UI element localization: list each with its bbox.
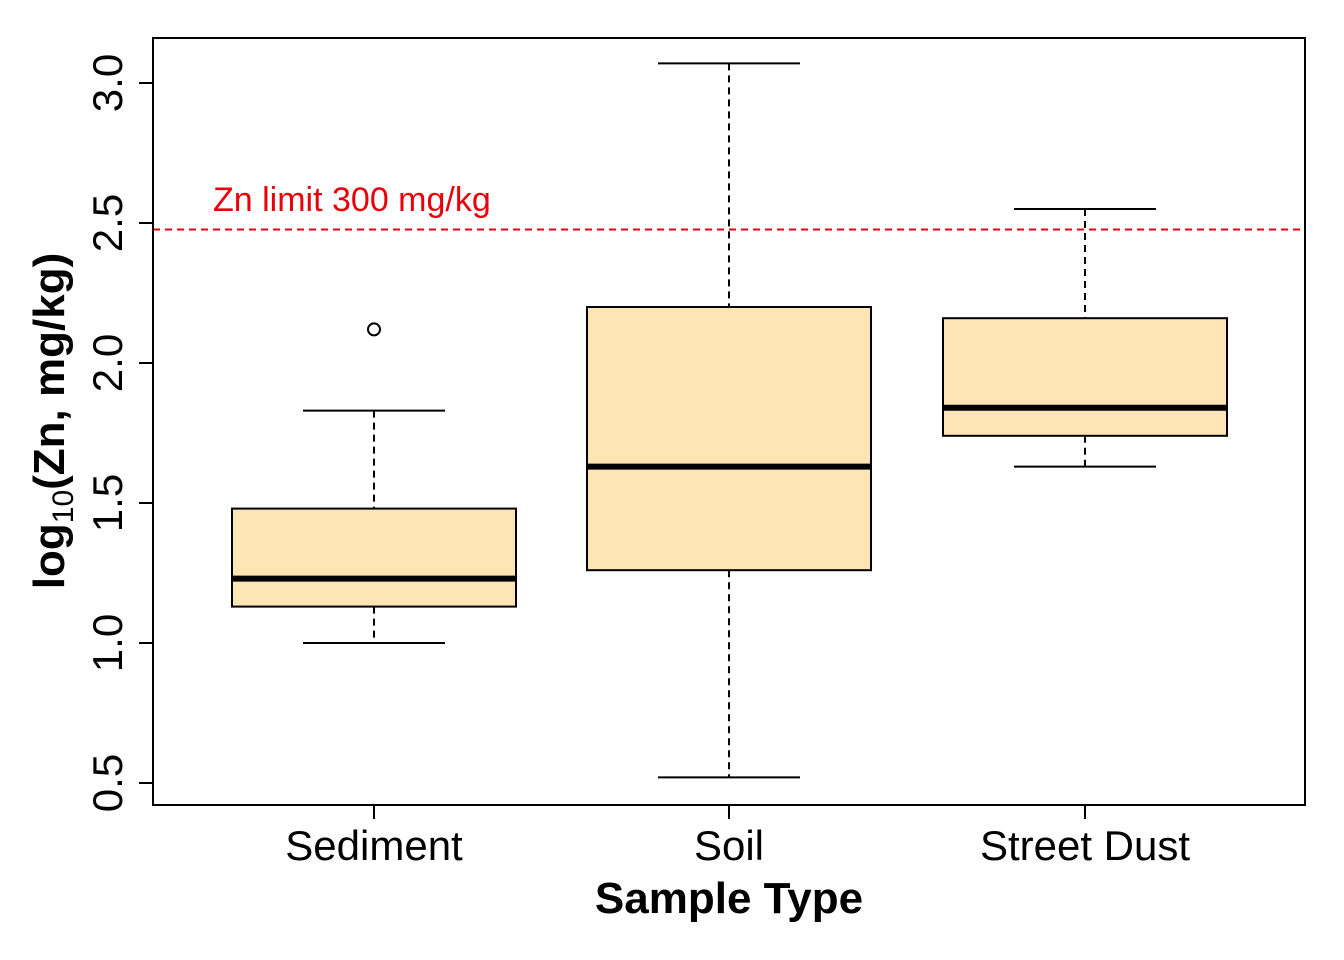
y-tick-label: 1.0 [84, 614, 131, 672]
plot-marks [153, 62, 1305, 779]
x-axis: Sediment Soil Street Dust [285, 805, 1190, 869]
box-group-2 [942, 208, 1228, 468]
y-tick-label: 0.5 [84, 754, 131, 812]
y-axis-title: log10(Zn, mg/kg) [25, 253, 80, 589]
x-tick-label: Sediment [285, 822, 463, 869]
y-axis: 0.5 1.0 1.5 2.0 2.5 3.0 [84, 54, 154, 812]
box-iqr [231, 507, 517, 608]
box-group-1 [586, 62, 872, 779]
box-iqr [942, 317, 1228, 437]
box-group-0 [231, 322, 517, 644]
box-iqr [586, 306, 872, 572]
x-tick-label: Soil [694, 822, 764, 869]
y-axis-title-prefix: log [25, 523, 74, 589]
y-tick-label: 2.0 [84, 334, 131, 392]
y-axis-title-suffix: (Zn, mg/kg) [25, 253, 74, 490]
y-tick-label: 1.5 [84, 474, 131, 532]
x-axis-title: Sample Type [595, 874, 863, 923]
y-axis-title-subscript: 10 [47, 490, 80, 523]
reference-line-label: Zn limit 300 mg/kg [213, 181, 491, 219]
x-tick-label: Street Dust [980, 822, 1190, 869]
y-tick-label: 3.0 [84, 54, 131, 112]
y-tick-label: 2.5 [84, 194, 131, 252]
outlier-point [367, 322, 381, 337]
